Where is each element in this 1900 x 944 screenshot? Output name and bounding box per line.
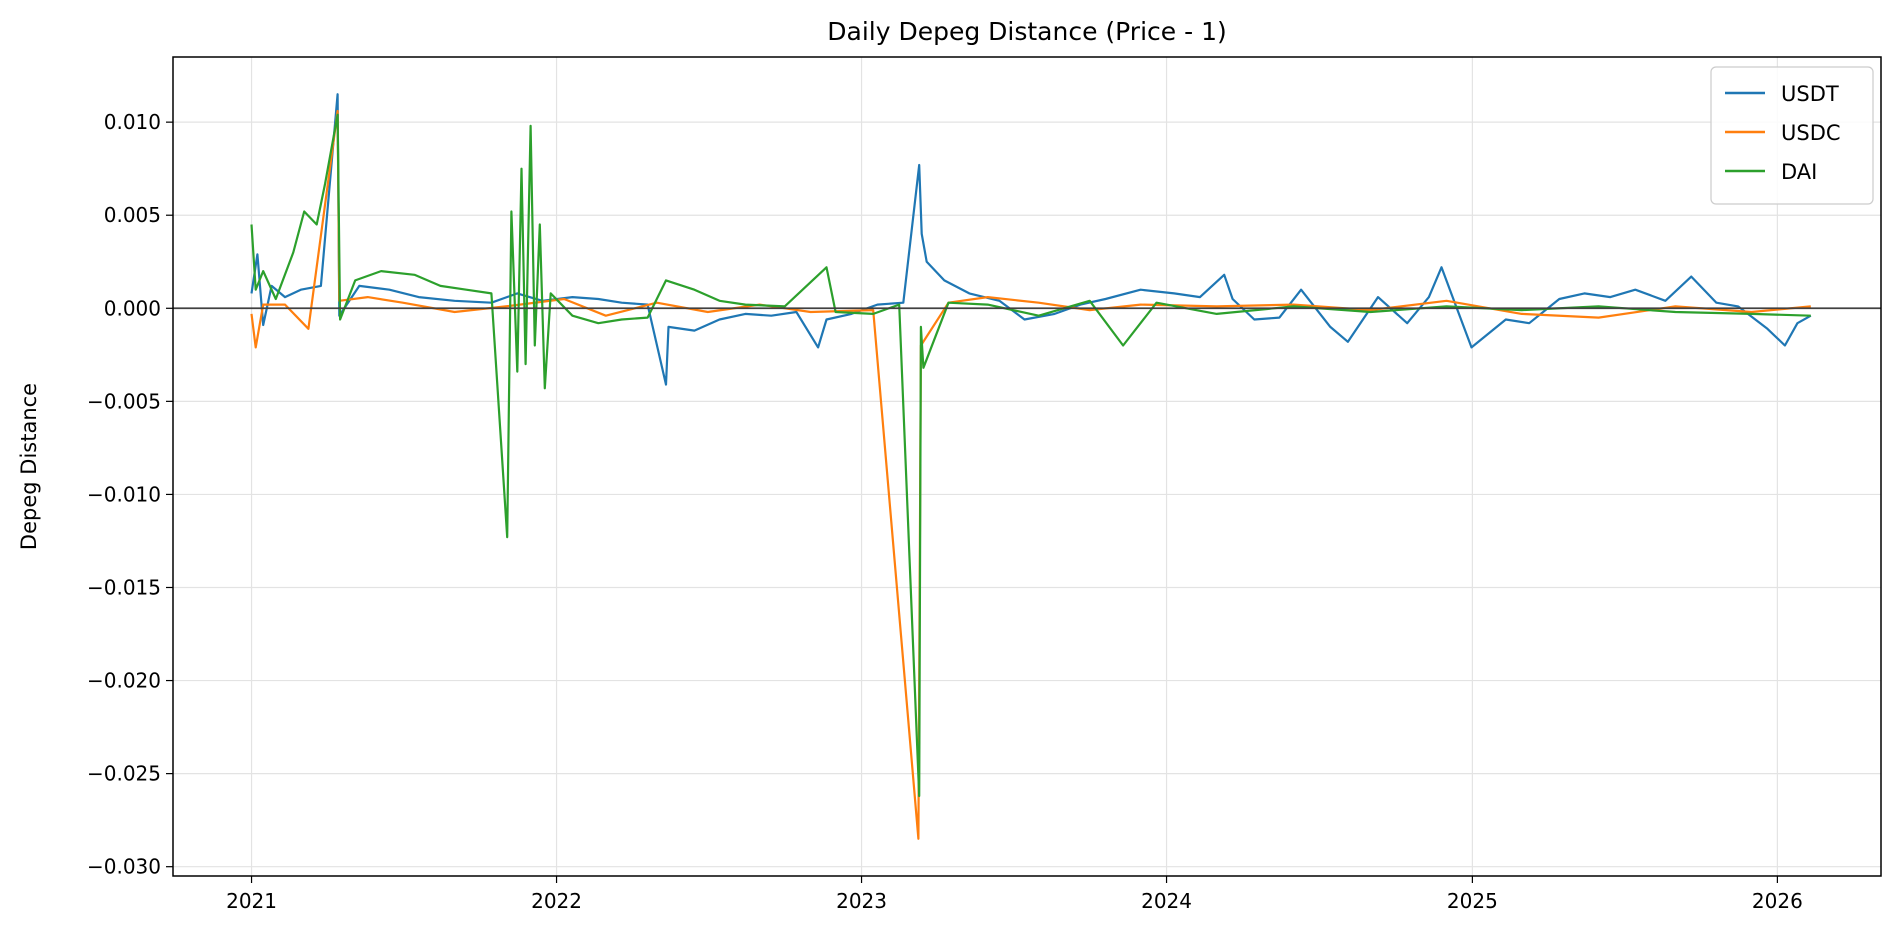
axis-ticks: 2021 2022 2023 2024 2025 2026 0.010 0.005 0.000 −… bbox=[87, 110, 1803, 913]
y-tick-label: 0.000 bbox=[104, 296, 161, 320]
series-line-dai bbox=[250, 113, 1811, 798]
x-tick-label: 2021 bbox=[226, 889, 277, 913]
x-tick-label: 2023 bbox=[836, 889, 887, 913]
legend-label-usdt: USDT bbox=[1781, 82, 1839, 106]
y-tick-label: −0.010 bbox=[87, 482, 161, 506]
y-tick-label: −0.005 bbox=[87, 389, 161, 413]
series-line-usdt bbox=[250, 93, 1812, 386]
y-tick-label: 0.005 bbox=[104, 203, 161, 227]
y-axis-title: Depeg Distance bbox=[17, 383, 41, 550]
y-tick-label: −0.025 bbox=[87, 762, 161, 786]
y-tick-label: −0.030 bbox=[87, 855, 161, 879]
legend-label-usdc: USDC bbox=[1781, 121, 1841, 145]
x-tick-label: 2022 bbox=[531, 889, 582, 913]
plot-frame bbox=[172, 56, 1882, 877]
legend-label-dai: DAI bbox=[1781, 160, 1817, 184]
y-tick-label: −0.020 bbox=[87, 669, 161, 693]
y-tick-label: 0.010 bbox=[104, 110, 161, 134]
x-tick-label: 2024 bbox=[1141, 889, 1192, 913]
y-tick-label: −0.015 bbox=[87, 575, 161, 599]
chart-title: Daily Depeg Distance (Price - 1) bbox=[827, 17, 1226, 46]
x-tick-label: 2025 bbox=[1447, 889, 1498, 913]
legend: USDT USDC DAI bbox=[1710, 66, 1874, 205]
series-lines bbox=[250, 93, 1812, 840]
x-tick-label: 2026 bbox=[1752, 889, 1803, 913]
legend-box bbox=[1710, 66, 1874, 205]
